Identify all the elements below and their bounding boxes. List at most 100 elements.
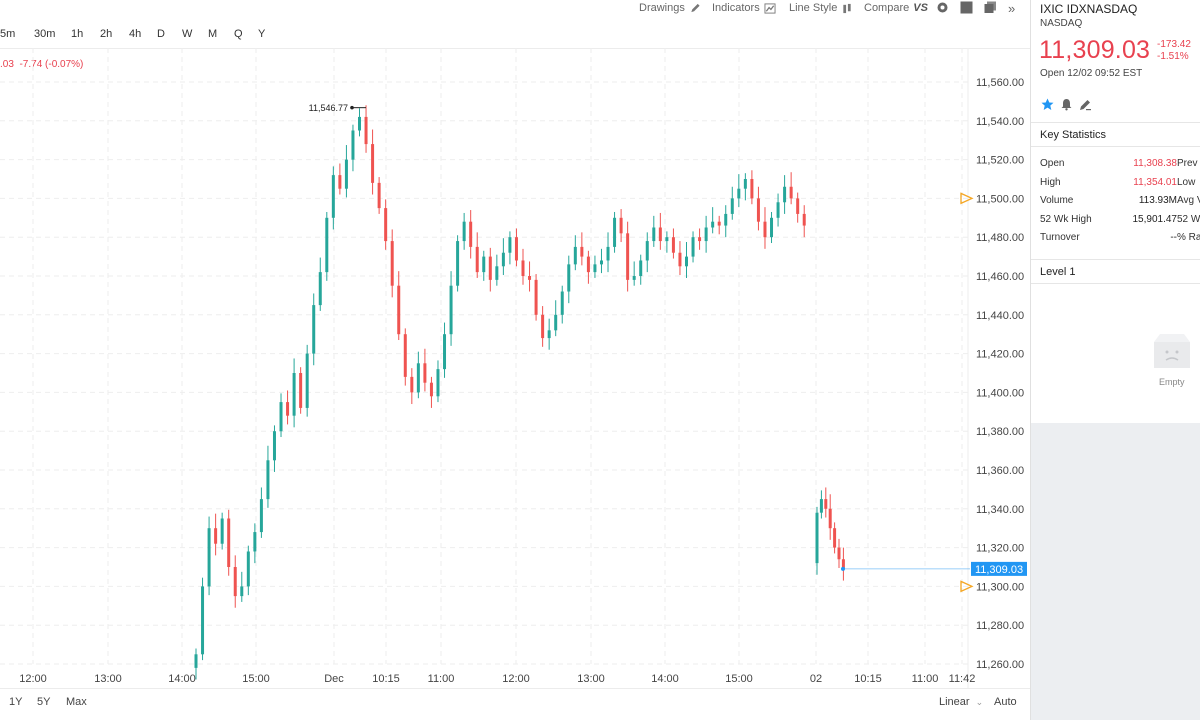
candle-body[interactable] <box>299 373 303 408</box>
bell-icon[interactable] <box>1060 98 1073 111</box>
candle-body[interactable] <box>802 213 806 226</box>
candle-body[interactable] <box>750 179 754 199</box>
candle-body[interactable] <box>240 586 244 597</box>
candle-body[interactable] <box>698 237 702 242</box>
range-max-button[interactable]: Max <box>66 696 87 708</box>
candle-body[interactable] <box>815 512 819 564</box>
candle-body[interactable] <box>469 221 473 247</box>
candle-body[interactable] <box>691 237 695 257</box>
interval-2h-button[interactable]: 2h <box>100 28 113 40</box>
candle-body[interactable] <box>580 246 584 257</box>
candle-body[interactable] <box>410 376 414 393</box>
range-5y-button[interactable]: 5Y <box>37 696 51 708</box>
candle-body[interactable] <box>828 508 832 529</box>
candle-body[interactable] <box>606 246 610 261</box>
candle-body[interactable] <box>560 291 564 315</box>
candle-body[interactable] <box>717 221 721 226</box>
candle-body[interactable] <box>824 499 828 509</box>
candle-body[interactable] <box>658 227 662 242</box>
candle-body[interactable] <box>514 237 518 261</box>
candle-body[interactable] <box>462 221 466 242</box>
candle-body[interactable] <box>528 276 532 280</box>
candle-body[interactable] <box>416 363 420 393</box>
candle-body[interactable] <box>214 528 218 544</box>
candle-body[interactable] <box>841 559 845 569</box>
candle-body[interactable] <box>259 499 263 533</box>
candle-body[interactable] <box>272 431 276 461</box>
candle-body[interactable] <box>331 175 335 218</box>
candle-body[interactable] <box>783 186 787 203</box>
interval-5m-button[interactable]: 5m <box>0 28 16 40</box>
candle-body[interactable] <box>632 276 636 280</box>
candle-body[interactable] <box>671 237 675 253</box>
candle-body[interactable] <box>508 237 512 253</box>
candle-body[interactable] <box>567 264 571 292</box>
candle-body[interactable] <box>377 182 381 209</box>
layout-icon[interactable] <box>984 1 997 14</box>
interval-m-button[interactable]: M <box>208 28 218 40</box>
compare-button[interactable]: Compare VS <box>864 0 928 16</box>
candle-body[interactable] <box>266 460 270 500</box>
candle-body[interactable] <box>495 266 499 280</box>
interval-4h-button[interactable]: 4h <box>129 28 142 40</box>
indicators-button[interactable]: Indicators <box>712 0 776 16</box>
candle-body[interactable] <box>770 217 774 238</box>
candle-body[interactable] <box>358 116 361 131</box>
candle-body[interactable] <box>711 221 715 228</box>
candle-body[interactable] <box>730 198 734 214</box>
candle-body[interactable] <box>364 116 368 145</box>
candle-body[interactable] <box>325 217 329 273</box>
candle-body[interactable] <box>796 198 800 214</box>
candle-body[interactable] <box>833 528 837 548</box>
candle-body[interactable] <box>789 186 793 199</box>
star-icon[interactable] <box>1041 98 1054 111</box>
candle-body[interactable] <box>344 159 348 189</box>
level1-header[interactable]: Level 1 <box>1031 259 1200 284</box>
candle-body[interactable] <box>351 130 355 160</box>
candle-body[interactable] <box>776 202 780 218</box>
candle-body[interactable] <box>554 314 558 331</box>
candle-body[interactable] <box>704 227 708 242</box>
candle-body[interactable] <box>678 252 682 267</box>
candle-body[interactable] <box>207 528 211 587</box>
alert-marker-icon[interactable] <box>960 192 974 205</box>
candle-body[interactable] <box>279 402 283 432</box>
candle-body[interactable] <box>586 256 590 273</box>
candle-body[interactable] <box>403 334 407 377</box>
candle-body[interactable] <box>593 264 597 273</box>
candle-body[interactable] <box>397 285 401 335</box>
snapshot-icon[interactable] <box>960 1 973 14</box>
candle-body[interactable] <box>737 188 741 199</box>
line-style-button[interactable]: Line Style <box>789 0 853 16</box>
candle-body[interactable] <box>482 256 486 273</box>
candle-body[interactable] <box>599 260 603 265</box>
candle-body[interactable] <box>743 179 747 189</box>
candle-body[interactable] <box>665 237 669 242</box>
key-statistics-header[interactable]: Key Statistics <box>1031 122 1200 147</box>
candle-body[interactable] <box>501 252 505 267</box>
interval-y-button[interactable]: Y <box>258 28 266 40</box>
candlestick-chart[interactable]: 11,560.00 11,540.00 11,520.00 11,500.00 11,4… <box>0 48 1030 688</box>
candle-body[interactable] <box>286 402 290 416</box>
candle-body[interactable] <box>318 272 322 306</box>
candle-body[interactable] <box>449 285 453 335</box>
interval-w-button[interactable]: W <box>182 28 193 40</box>
candle-body[interactable] <box>338 175 342 189</box>
candle-body[interactable] <box>639 260 643 276</box>
candle-body[interactable] <box>521 260 525 276</box>
candle-body[interactable] <box>194 654 198 668</box>
candle-body[interactable] <box>652 227 656 242</box>
candle-body[interactable] <box>724 213 728 226</box>
drawings-button[interactable]: Drawings <box>639 0 701 16</box>
candle-body[interactable] <box>488 256 492 280</box>
more-button[interactable]: » <box>1008 0 1016 16</box>
alert-marker-icon[interactable] <box>960 580 974 593</box>
candle-body[interactable] <box>685 256 688 267</box>
candle-body[interactable] <box>626 233 630 280</box>
candle-body[interactable] <box>443 334 447 370</box>
candle-body[interactable] <box>541 314 545 339</box>
candle-body[interactable] <box>423 363 427 383</box>
scale-mode-select[interactable]: Linear ⌄ <box>939 696 983 708</box>
candle-body[interactable] <box>763 221 767 238</box>
candle-body[interactable] <box>475 246 479 273</box>
